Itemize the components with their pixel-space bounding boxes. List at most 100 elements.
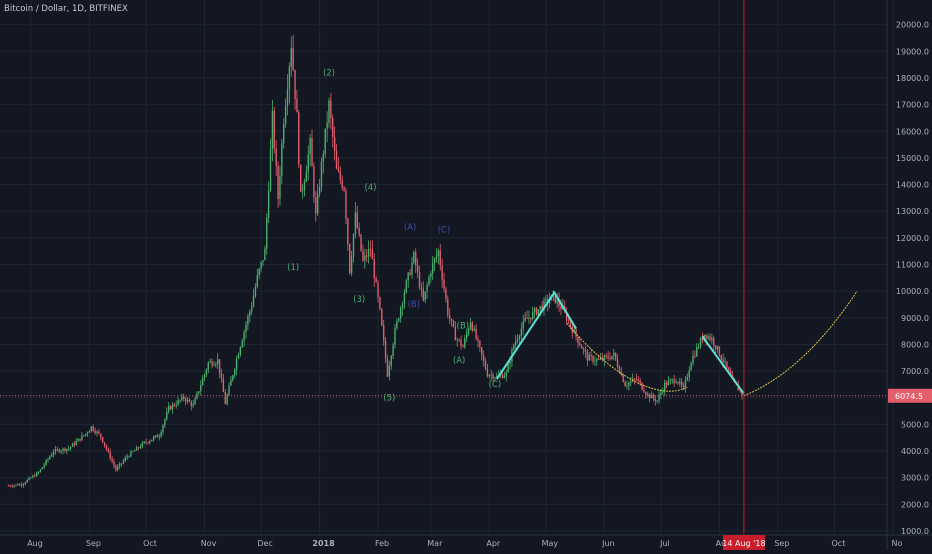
candle-body [235, 358, 238, 370]
candle-body [333, 137, 336, 152]
candle-body [611, 355, 613, 360]
price-line-label: 6074.5 [895, 392, 923, 401]
candle-body [679, 381, 681, 384]
candle-body [441, 265, 443, 280]
candle-body [405, 280, 408, 293]
candle-body [181, 396, 183, 400]
candle-body [364, 255, 366, 261]
candle-body [552, 292, 555, 295]
candle-body [607, 355, 609, 359]
candle-body [62, 448, 64, 451]
candle-body [35, 472, 38, 477]
candle-body [475, 328, 477, 339]
y-tick-label: 17000.0 [896, 101, 929, 110]
x-tick-label: Feb [375, 539, 389, 548]
y-tick-label: 2000.0 [901, 500, 929, 509]
candle-body [426, 285, 428, 292]
candle-body [128, 456, 130, 458]
candle-body [543, 300, 545, 311]
candle-body [213, 364, 215, 366]
candle-body [539, 305, 541, 310]
candle-body [450, 318, 453, 321]
candle-body [124, 457, 126, 461]
y-tick-label: 9000.0 [901, 314, 929, 323]
trendline [552, 290, 577, 329]
candle-body [269, 148, 272, 191]
wave-label: (3) [353, 295, 365, 305]
candle-body [458, 339, 460, 341]
candle-body [318, 187, 321, 194]
candle-body [675, 381, 677, 383]
candle-body [379, 297, 381, 309]
candle-body [520, 328, 523, 337]
wave-label: (C) [489, 380, 502, 390]
candle-body [447, 299, 449, 316]
candle-body [203, 374, 206, 379]
candle-body [243, 331, 245, 341]
candle-body [220, 373, 223, 379]
candle-body [226, 395, 228, 405]
candle-body [335, 151, 338, 169]
candle-body [569, 320, 572, 327]
candle-body [713, 338, 715, 346]
candle-body [601, 357, 604, 360]
candle-body [724, 361, 726, 363]
candle-body [183, 396, 185, 399]
candle-body [367, 249, 370, 257]
candle-body [162, 425, 164, 432]
candle-body [654, 398, 656, 402]
x-tick-label: Jul [659, 539, 670, 548]
candle-body [77, 438, 79, 442]
candle-body [471, 322, 474, 331]
candle-body [537, 309, 540, 315]
candle-body [22, 484, 25, 486]
candle-body [190, 401, 193, 407]
candle-body [301, 190, 304, 192]
wave-label: (2) [323, 68, 335, 78]
candle-body [622, 374, 624, 382]
candle-body [186, 399, 189, 402]
candle-body [256, 275, 259, 287]
candle-body [684, 379, 687, 388]
candle-body [584, 349, 587, 353]
candle-body [258, 268, 260, 276]
candle-body [662, 391, 664, 393]
candle-body [68, 448, 70, 450]
candle-body [122, 460, 125, 464]
candle-body [103, 442, 106, 446]
y-tick-label: 3000.0 [901, 474, 929, 483]
y-tick-label: 10000.0 [896, 287, 929, 296]
x-tick-label: Jun [601, 539, 615, 548]
candle-body [288, 66, 291, 89]
candle-body [279, 175, 281, 199]
candle-body [200, 385, 202, 392]
candle-body [424, 291, 426, 301]
candle-body [613, 352, 615, 356]
candle-body [437, 250, 440, 256]
candle-body [647, 394, 649, 395]
candle-body [373, 259, 375, 279]
candle-body [343, 187, 345, 191]
candle-body [531, 311, 534, 320]
candle-body [47, 459, 49, 461]
candle-body [294, 69, 296, 100]
candle-body [330, 100, 332, 119]
y-tick-label: 7000.0 [901, 367, 929, 376]
y-tick-label: 15000.0 [896, 154, 929, 163]
y-tick-label: 16000.0 [896, 127, 929, 136]
candle-body [697, 346, 700, 348]
candle-body [386, 358, 389, 377]
candle-body [88, 430, 91, 433]
candle-body [452, 320, 455, 327]
candle-body [154, 435, 157, 438]
candle-body [430, 273, 432, 278]
candle-body [217, 359, 219, 364]
candle-body [41, 467, 44, 470]
candle-body [207, 362, 209, 370]
candle-body [454, 326, 457, 341]
candle-body [392, 344, 394, 357]
candle-body [560, 305, 562, 310]
candle-body [132, 451, 134, 453]
